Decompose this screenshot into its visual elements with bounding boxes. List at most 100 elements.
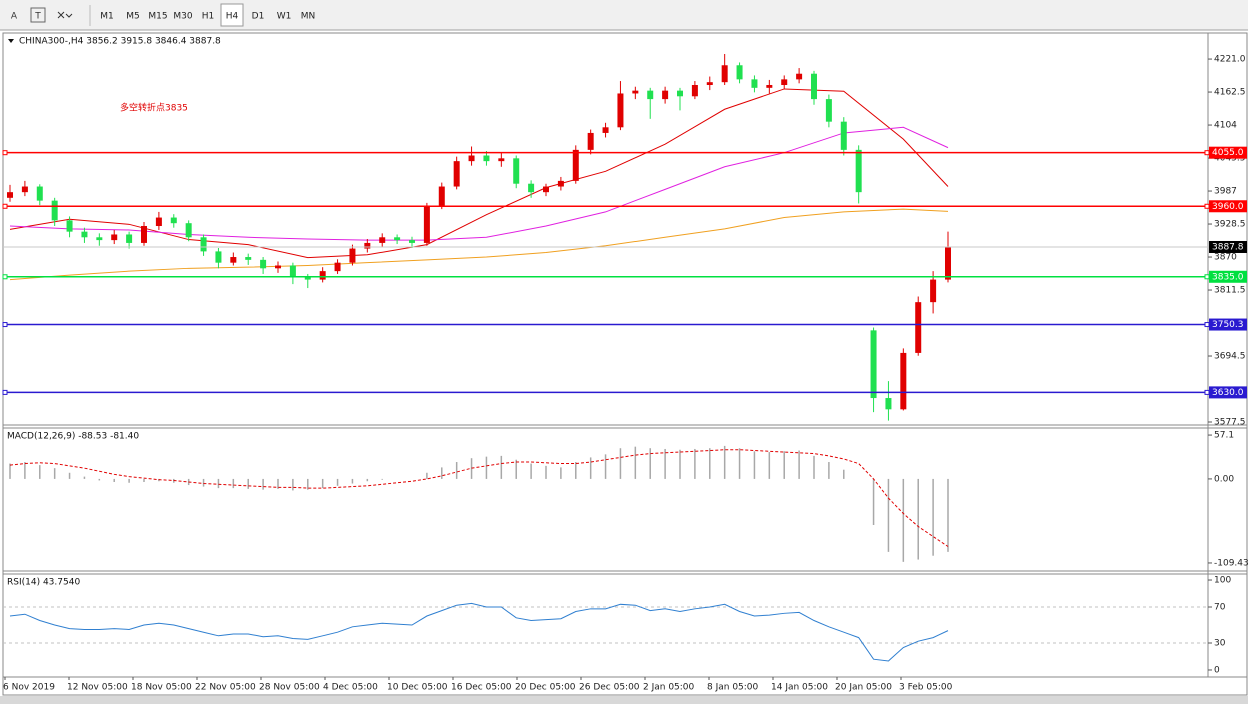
candle-body: [215, 251, 222, 263]
indicator-header: RSI(14) 43.7540: [7, 578, 80, 588]
candle-body: [885, 398, 892, 410]
candle-body: [289, 265, 296, 277]
macd-signal: [9, 449, 949, 547]
level-handle: [1204, 203, 1210, 209]
tool-icon[interactable]: A: [11, 12, 18, 22]
tool-icon[interactable]: T: [34, 12, 41, 22]
candle-body: [900, 352, 907, 410]
candle-body: [200, 237, 207, 252]
timeframe-button[interactable]: H1: [202, 12, 215, 22]
candle-body: [36, 186, 43, 201]
candle-body: [170, 217, 177, 224]
candle-body: [423, 206, 430, 243]
x-tick-label: 10 Dec 05:00: [387, 683, 448, 693]
level-handle: [1204, 274, 1210, 280]
candle-body: [721, 65, 728, 83]
timeframe-button[interactable]: M5: [126, 12, 140, 22]
level-label: 3630.0: [1212, 388, 1244, 398]
candle-body: [21, 186, 28, 193]
timeframe-button[interactable]: M1: [100, 12, 114, 22]
y-tick-label: -109.43: [1214, 558, 1248, 568]
candle-body: [766, 85, 773, 88]
level-label: 3960.0: [1212, 202, 1244, 212]
candle-body: [736, 65, 743, 80]
level-label-box: [1209, 386, 1247, 399]
candle-body: [379, 237, 386, 243]
level-label-box: [1209, 146, 1247, 159]
level-label-box: [1209, 270, 1247, 283]
timeframe-button[interactable]: H4: [226, 12, 239, 22]
tool-icon[interactable]: [57, 11, 73, 19]
x-tick-label: 20 Jan 05:00: [835, 683, 892, 693]
level-label: 3835.0: [1212, 272, 1244, 282]
timeframe-button[interactable]: W1: [277, 12, 292, 22]
candle-body: [96, 237, 103, 241]
candle-body: [319, 271, 326, 280]
candle-body: [438, 186, 445, 207]
level-handle: [1204, 322, 1210, 328]
y-tick-label: 0: [1214, 665, 1220, 675]
candle-body: [855, 149, 862, 193]
x-tick-label: 16 Dec 05:00: [451, 683, 512, 693]
x-tick-label: 18 Nov 05:00: [131, 683, 192, 693]
candle-body: [334, 262, 341, 272]
candle-body: [304, 276, 311, 280]
candle-body: [602, 127, 609, 133]
candle-body: [706, 82, 713, 86]
y-tick-label: 57.1: [1214, 431, 1234, 441]
candle-body: [126, 234, 133, 243]
candle-body: [453, 161, 460, 187]
x-tick-label: 3 Feb 05:00: [899, 683, 953, 693]
candle-body: [781, 79, 788, 86]
candle-body: [66, 220, 73, 232]
toolbar: [0, 0, 1248, 30]
candle-body: [647, 90, 654, 100]
chart-frame: [2, 32, 1248, 696]
candle-body: [587, 132, 594, 150]
x-tick-label: 28 Nov 05:00: [259, 683, 320, 693]
moving-average: [9, 126, 949, 241]
candle-body: [691, 85, 698, 97]
y-tick-label: 3870: [1214, 253, 1237, 263]
candle-body: [275, 265, 281, 269]
level-label: 4055.0: [1212, 148, 1244, 158]
x-tick-label: 8 Jan 05:00: [707, 683, 759, 693]
tool-frame: [30, 7, 46, 23]
timeframe-button[interactable]: M15: [148, 12, 167, 22]
moving-average: [9, 208, 949, 281]
candle-body: [260, 259, 267, 269]
candle-body: [141, 226, 147, 243]
candle-body: [111, 234, 118, 241]
indicator-header: MACD(12,26,9) -88.53 -81.40: [7, 432, 139, 442]
y-tick-label: 3987: [1214, 187, 1237, 197]
level-handle: [2, 322, 8, 328]
candle-body: [394, 237, 401, 241]
candle-body: [677, 90, 683, 97]
active-timeframe: [220, 3, 244, 27]
level-handle: [2, 389, 8, 395]
timeframe-button[interactable]: M30: [173, 12, 192, 22]
tab-strip: [0, 696, 1248, 704]
candle-body: [7, 192, 13, 198]
candle-body: [811, 73, 817, 100]
moving-average: [9, 88, 949, 259]
candle-body: [825, 99, 832, 122]
level-handle: [1204, 389, 1210, 395]
candle-body: [796, 73, 803, 80]
candle-body: [230, 257, 237, 263]
timeframe-button[interactable]: D1: [252, 12, 265, 22]
candle-body: [617, 93, 624, 128]
candle-body: [528, 183, 535, 193]
candle-body: [409, 240, 415, 243]
candle-body: [51, 200, 58, 221]
timeframe-button[interactable]: MN: [301, 12, 316, 22]
level-handle: [2, 150, 8, 156]
annotation: 多空转折点3835: [120, 102, 188, 114]
candle-body: [840, 121, 847, 150]
candle-body: [662, 90, 669, 100]
candle-body: [543, 186, 549, 193]
header-arrow: [8, 39, 14, 43]
candle-body: [155, 217, 162, 227]
candle-body: [185, 223, 192, 238]
